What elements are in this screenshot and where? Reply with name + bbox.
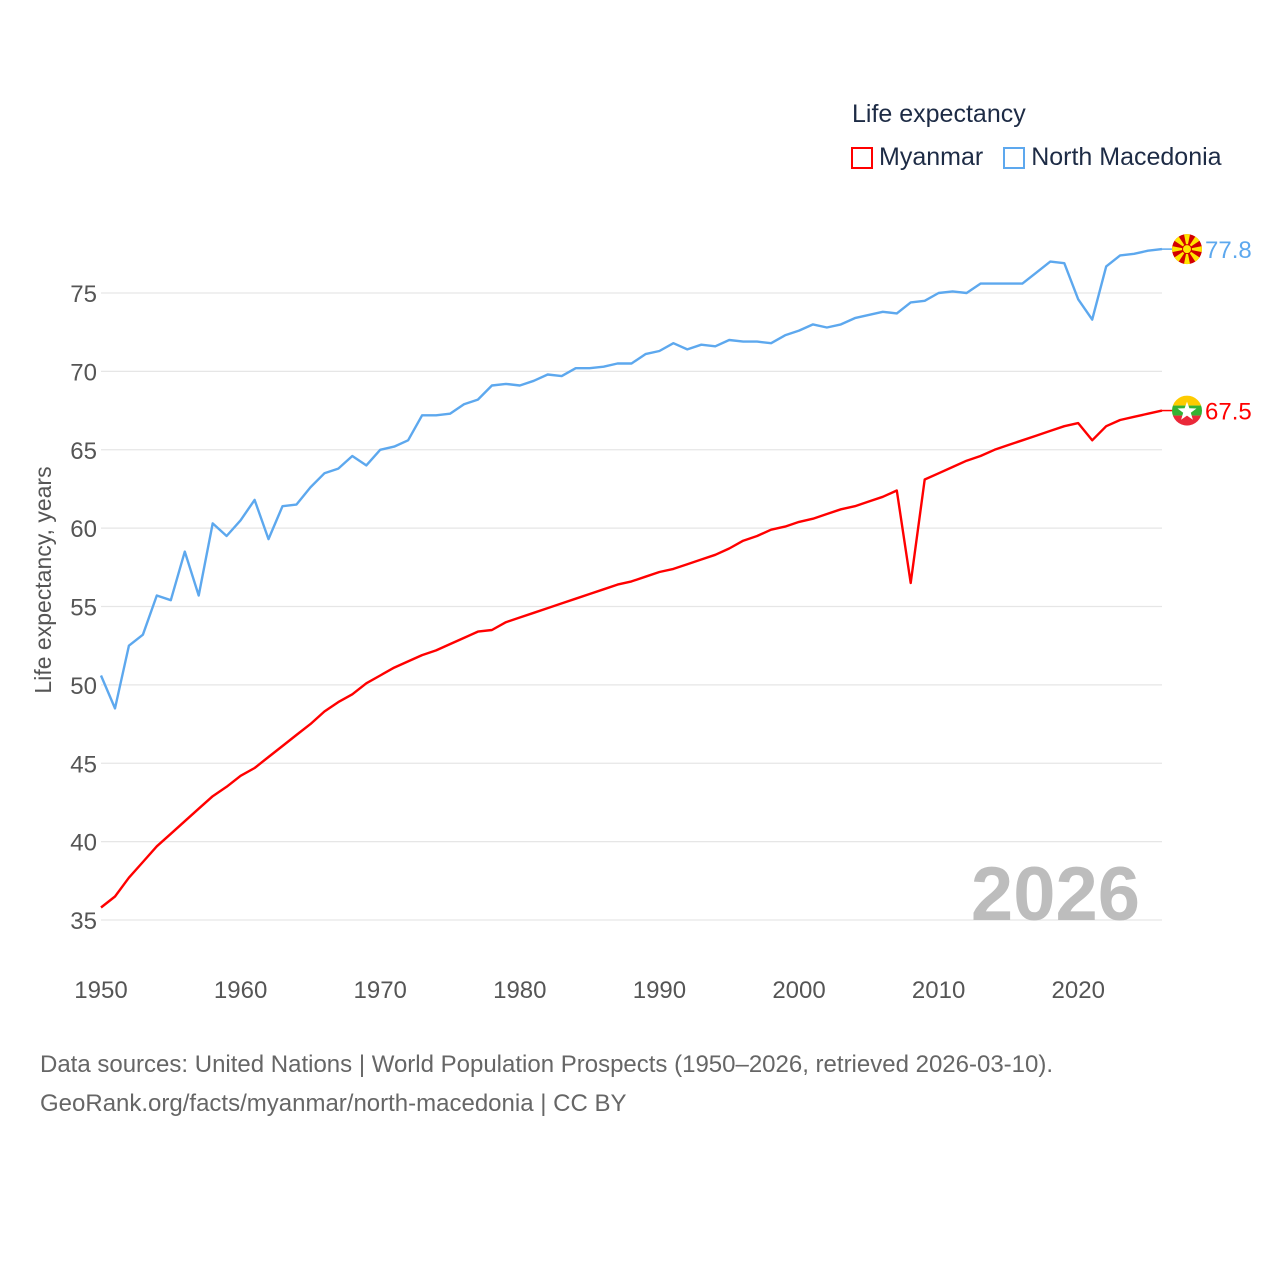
series-lines [99, 247, 1163, 909]
y-tick-label: 65 [70, 438, 97, 465]
x-tick-label: 2010 [912, 977, 965, 1004]
series-line-myanmar [100, 409, 1163, 909]
legend-item-north-macedonia[interactable]: North Macedonia [1003, 143, 1222, 172]
legend: Myanmar North Macedonia [851, 143, 1222, 172]
x-tick-label: 1950 [74, 977, 127, 1004]
y-tick-label: 50 [70, 673, 97, 700]
legend-item-myanmar[interactable]: Myanmar [851, 143, 983, 172]
y-axis-label: Life expectancy, years [30, 466, 56, 693]
x-tick-label: 1980 [493, 977, 546, 1004]
footer: Data sources: United Nations | World Pop… [40, 1045, 1053, 1123]
series-end-labels: 67.5 77.8 [1162, 234, 1252, 426]
y-tick-label: 75 [70, 281, 97, 308]
x-tick-labels: 1950 1960 1970 1980 1990 2000 2010 2020 [74, 977, 1105, 1004]
source-link[interactable]: GeoRank.org/facts/myanmar/north-macedoni… [40, 1090, 627, 1117]
legend-label: Myanmar [879, 143, 984, 171]
y-tick-label: 55 [70, 595, 97, 622]
legend-label: North Macedonia [1031, 143, 1222, 171]
end-value-label: 77.8 [1205, 237, 1252, 264]
data-source-text: Data sources: United Nations | World Pop… [40, 1051, 1054, 1078]
y-tick-label: 70 [70, 359, 97, 386]
y-tick-labels: 35 40 45 50 55 60 65 70 75 [70, 281, 97, 935]
legend-swatch [851, 146, 873, 169]
x-tick-label: 2000 [772, 977, 825, 1004]
x-tick-label: 1960 [214, 977, 267, 1004]
year-watermark: 2026 [971, 852, 1140, 937]
x-tick-label: 2020 [1052, 977, 1105, 1004]
x-tick-label: 1970 [354, 977, 407, 1004]
series-line-north-macedonia [99, 247, 1163, 710]
y-tick-label: 40 [70, 830, 97, 857]
legend-title: Life expectancy [852, 100, 1026, 128]
y-tick-label: 45 [70, 751, 97, 778]
x-tick-label: 1990 [633, 977, 686, 1004]
myanmar-flag-icon [1172, 395, 1202, 426]
y-tick-label: 35 [70, 908, 97, 935]
end-value-label: 67.5 [1205, 399, 1252, 426]
gridlines [101, 292, 1162, 921]
north-macedonia-flag-icon [1172, 234, 1202, 265]
y-tick-label: 60 [70, 516, 97, 543]
legend-swatch [1003, 146, 1026, 169]
